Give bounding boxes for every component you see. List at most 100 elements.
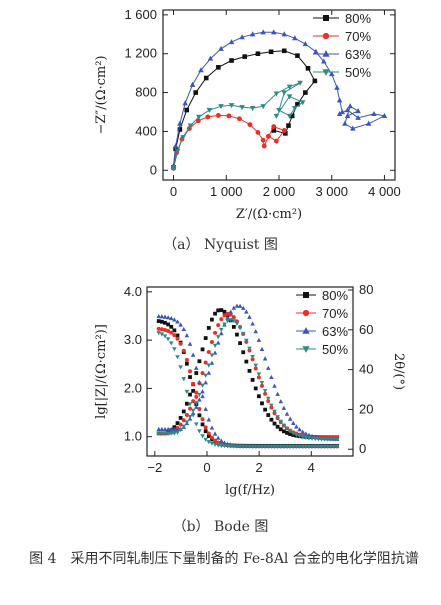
phase-point: [294, 433, 299, 438]
phase-point: [200, 383, 205, 388]
data-point: [189, 81, 196, 87]
series-63pct: [170, 29, 388, 168]
magnitude-point: [212, 431, 218, 436]
magnitude-point: [175, 336, 180, 341]
legend-label: 50%: [322, 342, 348, 357]
magnitude-point: [168, 341, 174, 346]
phase-point: [269, 417, 274, 422]
phase-point: [184, 401, 189, 406]
phase-point: [219, 317, 224, 322]
phase-point: [219, 308, 224, 312]
data-point: [239, 34, 245, 40]
phase-point: [209, 353, 215, 358]
phase-point: [250, 377, 255, 382]
phase-point: [206, 326, 211, 330]
x-axis-label: Z′/(Ω·cm²): [236, 207, 302, 222]
phase-point: [228, 309, 233, 314]
magnitude-point: [222, 440, 227, 445]
magnitude-point: [281, 444, 287, 449]
magnitude-point: [190, 413, 196, 418]
phase-point: [253, 363, 259, 368]
phase-point: [253, 386, 258, 391]
data-point: [249, 31, 256, 37]
y-axis-label: lg[|Z|/(Ω·cm²)]: [94, 324, 109, 419]
magnitude-point: [278, 444, 284, 449]
magnitude-point: [284, 444, 290, 449]
data-point: [218, 45, 224, 51]
data-point: [273, 91, 280, 97]
magnitude-point: [200, 434, 205, 439]
magnitude-point: [325, 444, 330, 449]
magnitude-point: [215, 443, 221, 448]
data-point: [344, 112, 351, 118]
caption-a: （a） Nyquist 图: [163, 237, 278, 253]
data-point: [229, 58, 234, 63]
phase-point: [303, 435, 309, 441]
data-point: [198, 67, 204, 73]
x-tick-label: 0: [203, 460, 210, 475]
legend-marker: [322, 50, 330, 57]
caption-b: （b） Bode 图: [172, 519, 269, 535]
magnitude-point: [322, 444, 327, 449]
phase-point: [240, 305, 246, 310]
data-point: [270, 29, 277, 35]
magnitude-point: [234, 444, 240, 449]
x-axis-label: lg(f/Hz): [225, 483, 275, 498]
phase-point: [203, 373, 208, 378]
data-point: [328, 71, 335, 77]
data-point: [336, 97, 343, 103]
data-point: [255, 129, 261, 135]
magnitude-point: [181, 326, 187, 331]
phase-point: [219, 331, 224, 336]
magnitude-point: [319, 444, 324, 449]
x-tick-label: 1 000: [210, 184, 243, 199]
phase-point: [175, 426, 180, 432]
phase-point: [178, 428, 183, 433]
y-tick-label: 1 600: [124, 7, 157, 22]
magnitude-point: [184, 333, 190, 338]
phase-point: [300, 429, 305, 434]
magnitude-point: [172, 333, 177, 338]
magnitude-point: [184, 389, 190, 395]
phase-point: [197, 392, 202, 398]
y-tick-label: 4.0: [124, 284, 142, 299]
phase-point: [325, 437, 330, 442]
data-point: [237, 116, 242, 122]
phase-point: [272, 421, 277, 426]
data-point: [177, 127, 183, 132]
data-point: [260, 137, 266, 143]
magnitude-point: [165, 315, 171, 320]
phase-point: [278, 399, 284, 404]
x-tick-label: 2: [256, 460, 263, 475]
data-point: [344, 107, 351, 113]
data-point: [177, 120, 183, 126]
phase-point: [328, 437, 334, 442]
magnitude-point: [275, 444, 280, 449]
phase-point: [206, 363, 212, 368]
data-point: [170, 166, 177, 172]
phase-point: [156, 426, 162, 432]
magnitude-point: [194, 394, 199, 399]
magnitude-point: [169, 324, 174, 329]
magnitude-point: [256, 444, 262, 449]
magnitude-point: [200, 422, 205, 427]
phase-point: [247, 314, 252, 319]
phase-point: [309, 436, 315, 441]
data-point: [207, 55, 214, 61]
phase-point: [259, 383, 264, 388]
phase-point: [259, 346, 265, 352]
data-point: [255, 51, 261, 57]
phase-point: [159, 426, 165, 432]
magnitude-point: [231, 444, 237, 449]
phase-point: [175, 430, 180, 435]
magnitude-point: [259, 444, 265, 449]
y-tick-label: 3.0: [124, 332, 142, 347]
magnitude-point: [203, 425, 208, 430]
phase-point: [156, 431, 162, 436]
magnitude-point: [228, 444, 233, 449]
phase-point: [184, 413, 189, 418]
phase-point: [244, 309, 249, 314]
magnitude-point: [181, 377, 187, 382]
phase-point: [250, 354, 255, 360]
data-point: [371, 110, 377, 117]
